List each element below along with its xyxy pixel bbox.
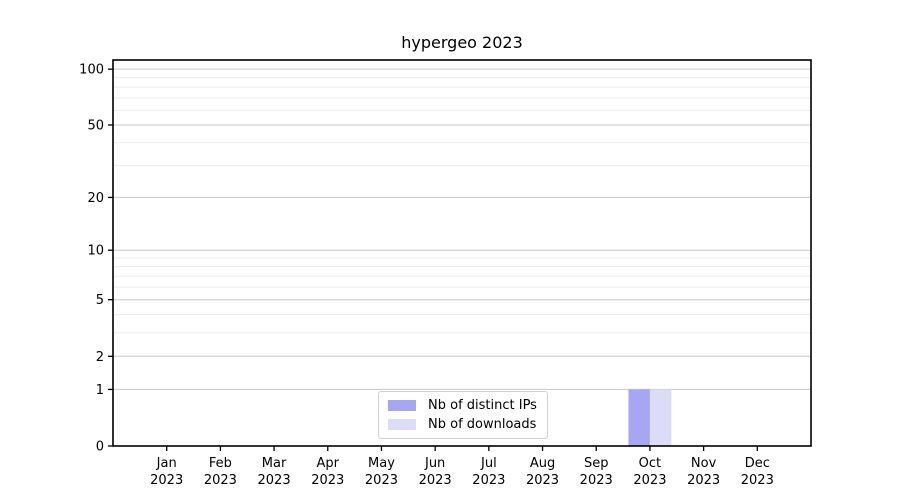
x-tick-label-month: Feb xyxy=(209,456,232,471)
x-tick-label-year: 2023 xyxy=(687,473,720,488)
x-tick-label-year: 2023 xyxy=(365,473,398,488)
x-tick-label-month: Mar xyxy=(262,456,287,471)
x-tick-label-year: 2023 xyxy=(526,473,559,488)
y-tick-label: 100 xyxy=(79,63,104,78)
y-tick-label: 50 xyxy=(87,118,104,133)
x-tick-label-year: 2023 xyxy=(580,473,613,488)
legend-swatch-downloads xyxy=(388,419,416,430)
x-tick-label-year: 2023 xyxy=(204,473,237,488)
legend-swatch-distinct-ips xyxy=(388,400,416,411)
x-tick-label-month: Oct xyxy=(639,456,661,471)
y-tick-label: 1 xyxy=(96,383,104,398)
x-tick-label-month: Aug xyxy=(530,456,555,471)
y-tick-label: 2 xyxy=(96,350,104,365)
x-tick-label-month: Jul xyxy=(480,456,497,471)
x-tick-label-month: Jan xyxy=(156,456,177,471)
y-tick-label: 10 xyxy=(87,244,104,259)
x-tick-label-month: Apr xyxy=(317,456,340,471)
x-tick-label-year: 2023 xyxy=(311,473,344,488)
bar-distinct-ips xyxy=(628,389,650,446)
x-tick-label-year: 2023 xyxy=(258,473,291,488)
x-tick-label-year: 2023 xyxy=(741,473,774,488)
x-tick-label-month: May xyxy=(368,456,395,471)
x-tick-label-month: Jun xyxy=(424,456,445,471)
legend-label-downloads: Nb of downloads xyxy=(428,417,537,432)
plot-frame xyxy=(112,59,812,447)
legend-label-distinct-ips: Nb of distinct IPs xyxy=(428,398,537,413)
x-tick-label-month: Nov xyxy=(691,456,717,471)
legend-box: Nb of distinct IPs Nb of downloads xyxy=(378,391,548,439)
chart-title: hypergeo 2023 xyxy=(401,33,523,52)
x-tick-label-month: Dec xyxy=(745,456,770,471)
y-tick-label: 5 xyxy=(96,293,104,308)
y-tick-label: 20 xyxy=(87,191,104,206)
x-tick-label-year: 2023 xyxy=(150,473,183,488)
x-tick-label-year: 2023 xyxy=(419,473,452,488)
x-tick-label-year: 2023 xyxy=(472,473,505,488)
x-tick-label-year: 2023 xyxy=(633,473,666,488)
bar-downloads xyxy=(649,389,672,446)
x-tick-label-month: Sep xyxy=(584,456,609,471)
legend-item-downloads: Nb of downloads xyxy=(388,417,537,432)
y-tick-label: 0 xyxy=(96,440,104,455)
legend-item-distinct-ips: Nb of distinct IPs xyxy=(388,398,537,413)
